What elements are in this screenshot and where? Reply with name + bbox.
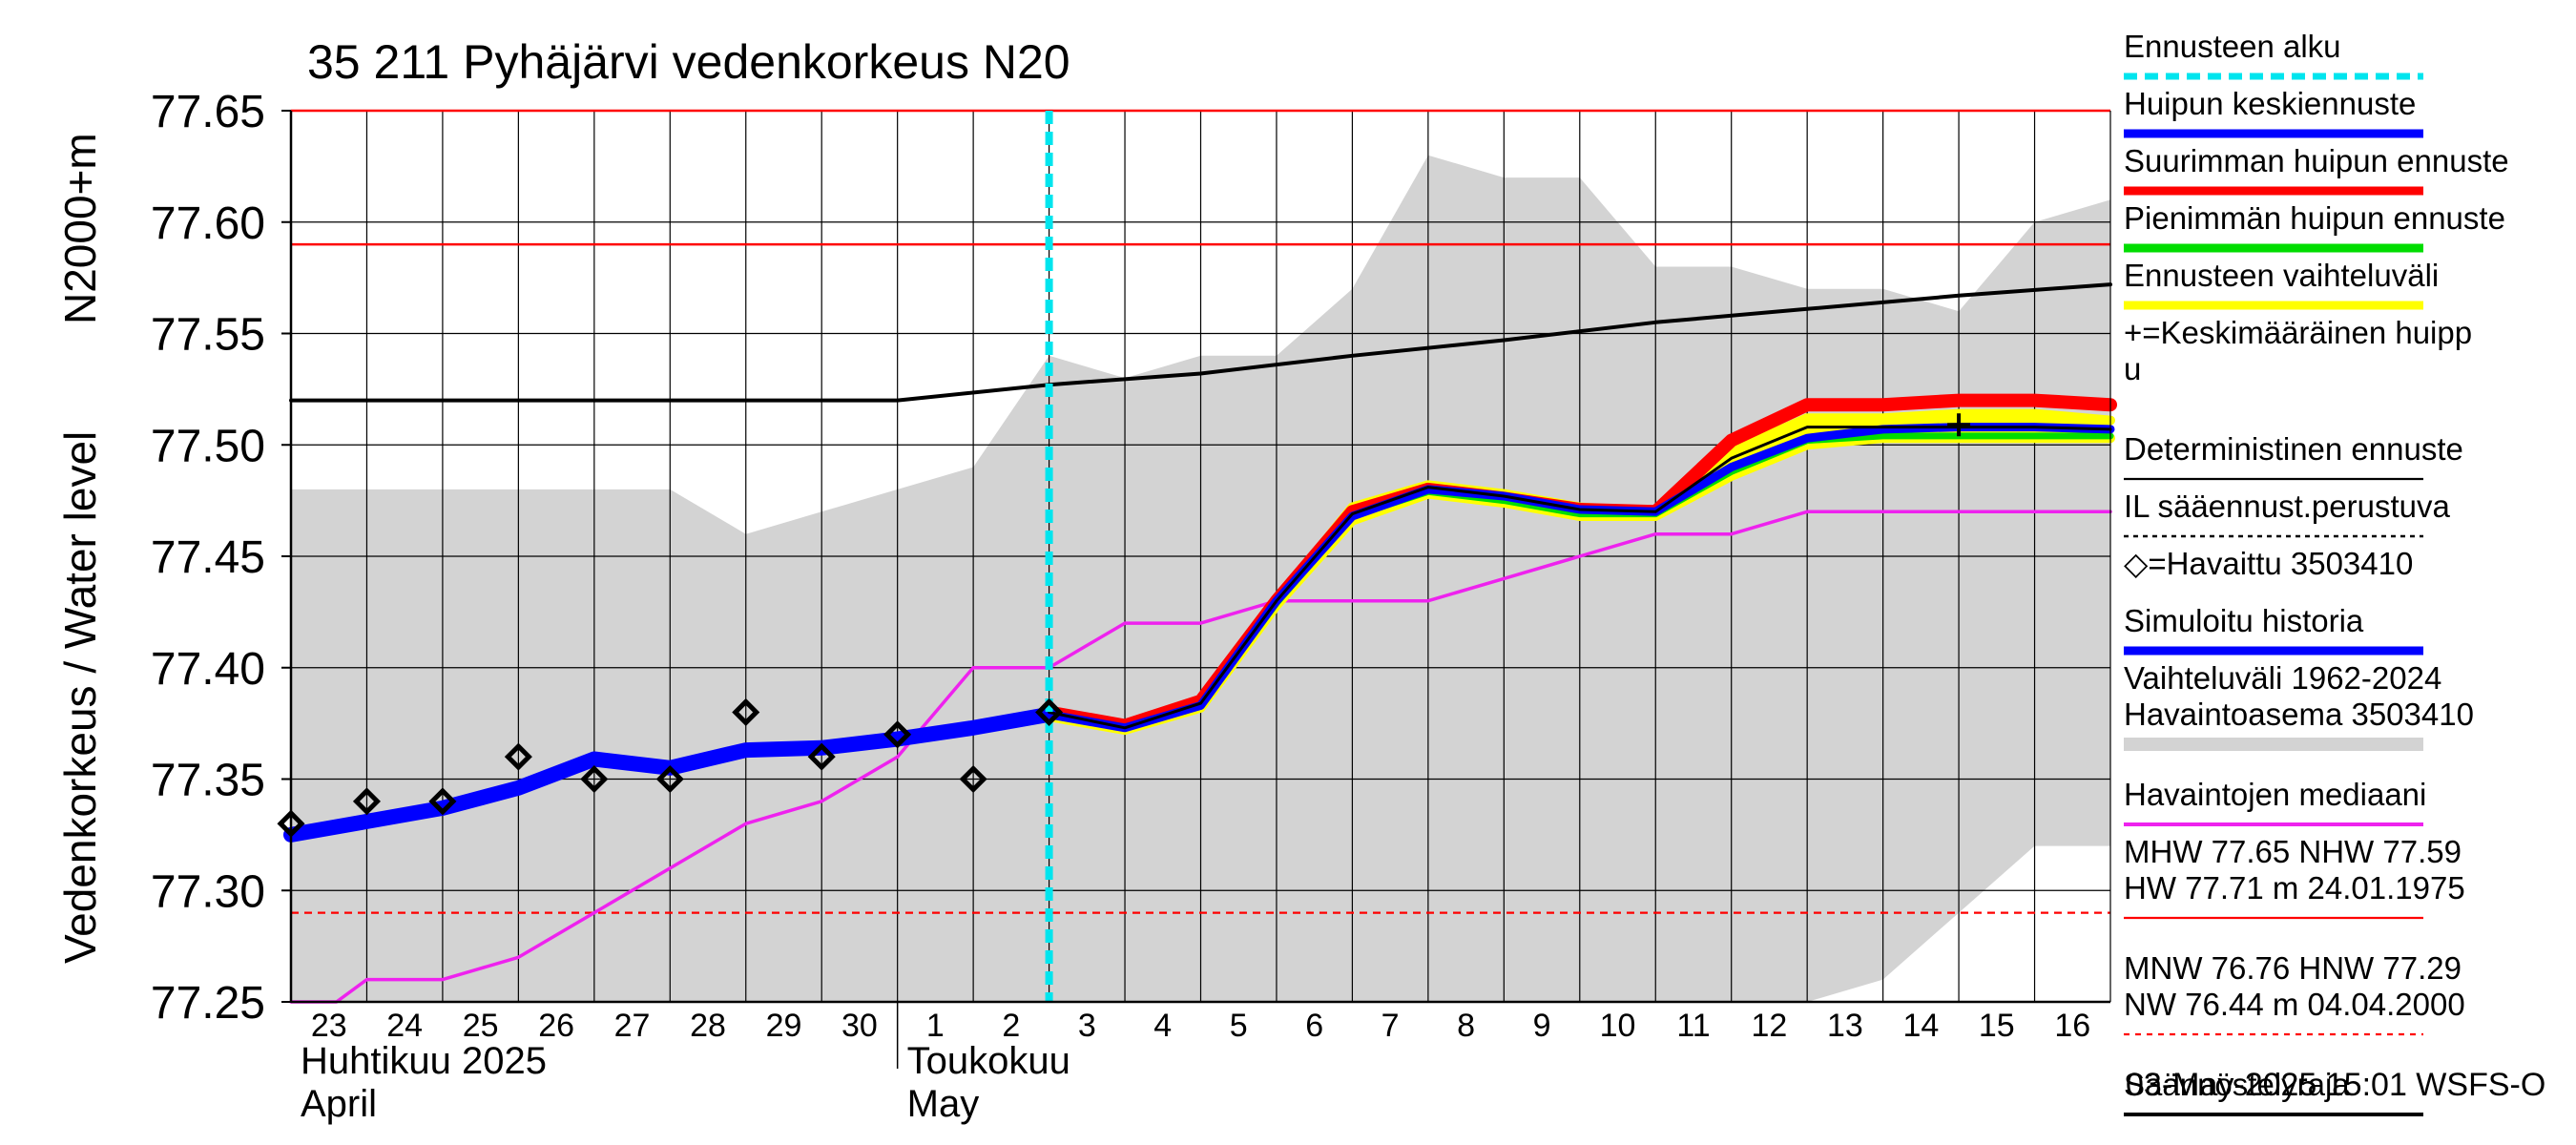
y-tick-label: 77.55 (151, 310, 265, 361)
x-tick-label: 4 (1153, 1008, 1172, 1044)
observation-point (959, 764, 987, 794)
legend-label: ◇=Havaittu 3503410 (2124, 546, 2413, 581)
reference-lines-layer (291, 109, 2110, 914)
x-tick-label: 27 (614, 1008, 651, 1044)
month-label-fi: Toukokuu (907, 1040, 1070, 1082)
x-tick-label: 30 (841, 1008, 878, 1044)
x-tick-label: 2 (1002, 1008, 1020, 1044)
x-tick-label: 3 (1078, 1008, 1096, 1044)
observation-point (655, 764, 684, 794)
legend-label: Suurimman huipun ennuste (2124, 143, 2509, 178)
observation-point (352, 787, 381, 816)
axes-layer: 77.25 77.30 77.35 77.40 77.45 77.50 77.55 77.60… (151, 87, 2111, 1125)
legend-label: Säännöstelyraja (2124, 1067, 2350, 1102)
series-median (289, 510, 2112, 1004)
x-tick-label: 14 (1902, 1008, 1939, 1044)
month-label-fi: Huhtikuu 2025 (301, 1040, 547, 1082)
legend-label: Pienimmän huipun ennuste (2124, 200, 2505, 236)
legend-label: MNW 76.76 HNW 77.29 (2124, 950, 2462, 986)
x-tick-label: 28 (690, 1008, 726, 1044)
legend-label: Vaihteluväli 1962-2024 (2124, 660, 2441, 696)
y-axis-label: Vedenkorkeus / Water level (55, 431, 105, 964)
x-tick-label: 1 (926, 1008, 945, 1044)
series-deterministic (1048, 426, 2112, 730)
x-tick-label: 9 (1533, 1008, 1551, 1044)
y-tick-label: 77.45 (151, 532, 265, 583)
legend-label: Ennusteen alku (2124, 29, 2341, 64)
x-tick-label: 16 (2054, 1008, 2090, 1044)
x-tick-label: 29 (766, 1008, 802, 1044)
observation-point (732, 697, 760, 726)
x-tick-label: 8 (1457, 1008, 1475, 1044)
footer-timestamp: 03-May-2025 15:01 WSFS-O (2126, 1067, 2545, 1103)
y-tick-label: 77.50 (151, 421, 265, 471)
x-tick-label: 13 (1827, 1008, 1863, 1044)
x-tick-label: 23 (311, 1008, 347, 1044)
legend-label: MHW 77.65 NHW 77.59 (2124, 834, 2462, 869)
observation-point (580, 764, 609, 794)
x-tick-label: 24 (386, 1008, 423, 1044)
x-tick-label: 11 (1676, 1008, 1710, 1044)
observation-point (504, 742, 532, 771)
x-tick-label: 6 (1305, 1008, 1323, 1044)
legend-label: Deterministinen ennuste (2124, 431, 2463, 467)
legend-label: Huipun keskiennuste (2124, 86, 2416, 121)
legend-label: Havaintojen mediaani (2124, 777, 2426, 812)
series-layer (283, 111, 2117, 1004)
y-tick-label: 77.30 (151, 866, 265, 917)
observation-point (1035, 697, 1064, 726)
y-axis-unit: N2000+m (55, 133, 105, 324)
y-tick-label: 77.60 (151, 198, 265, 249)
y-tick-label: 77.65 (151, 87, 265, 137)
y-tick-label: 77.25 (151, 978, 265, 1029)
observations-layer (277, 413, 1971, 838)
series-mean-peak-line (289, 282, 2112, 403)
legend-label-line2: HW 77.71 m 24.01.1975 (2124, 870, 2465, 906)
legend-label: IL sääennust.perustuva (2124, 489, 2450, 524)
legend-label-line2: Havaintoasema 3503410 (2124, 697, 2474, 732)
x-tick-label: 10 (1600, 1008, 1636, 1044)
observation-point (883, 720, 912, 749)
observation-point (428, 787, 457, 816)
legend-label: Simuloitu historia (2124, 603, 2364, 638)
x-tick-label: 5 (1230, 1008, 1248, 1044)
observation-point (807, 742, 836, 771)
x-tick-label: 26 (538, 1008, 574, 1044)
y-tick-label: 77.40 (151, 644, 265, 695)
x-tick-label: 25 (463, 1008, 499, 1044)
y-tick-label: 77.35 (151, 756, 265, 806)
legend-label: +=Keskimääräinen huipp (2124, 315, 2472, 350)
legend-label-line2: NW 76.44 m 04.04.2000 (2124, 987, 2465, 1022)
x-tick-label: 7 (1381, 1008, 1400, 1044)
month-label-en: May (907, 1083, 980, 1125)
month-label-en: April (301, 1083, 377, 1125)
x-tick-label: 12 (1752, 1008, 1788, 1044)
legend: Ennusteen alku Huipun keskiennuste Suurimm… (2124, 29, 2509, 1116)
legend-label: Ennusteen vaihteluväli (2124, 258, 2439, 293)
x-tick-label: 15 (1979, 1008, 2015, 1044)
chart-title: 35 211 Pyhäjärvi vedenkorkeus N20 (307, 35, 1070, 89)
legend-label-line2: u (2124, 351, 2141, 386)
